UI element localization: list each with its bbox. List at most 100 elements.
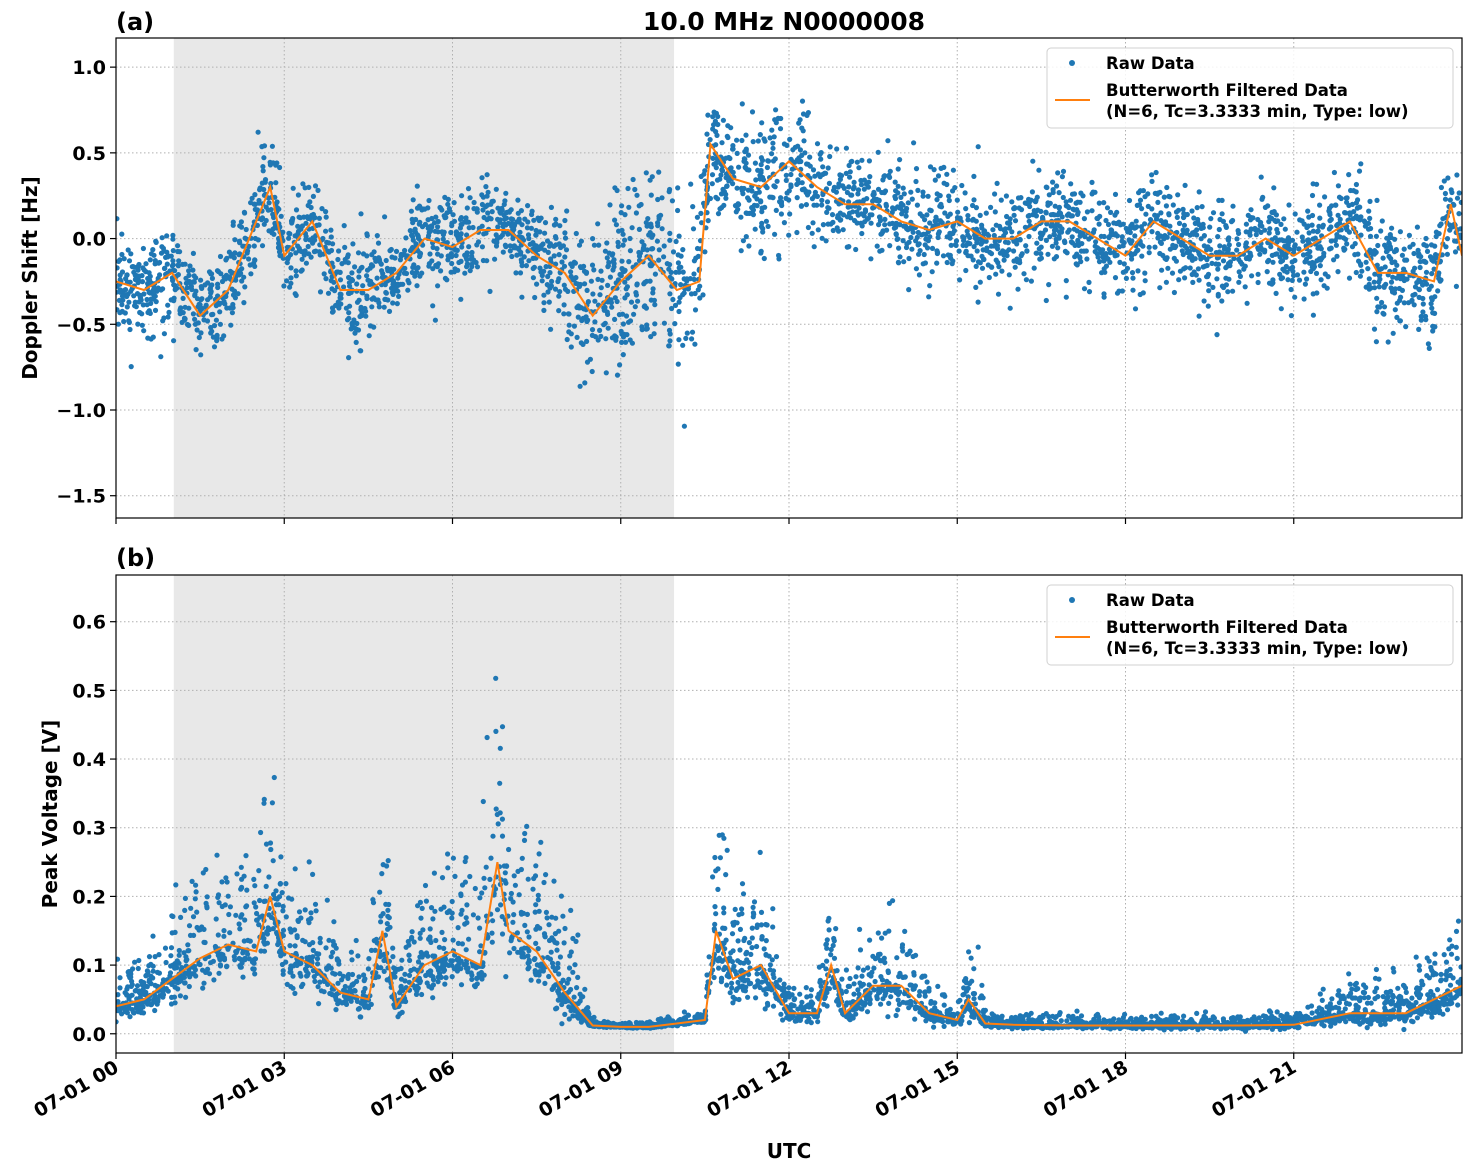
raw-point	[561, 302, 567, 308]
raw-point	[998, 197, 1004, 203]
raw-point	[333, 1007, 339, 1013]
raw-point	[1416, 287, 1422, 293]
raw-point	[1076, 242, 1082, 248]
raw-point	[572, 962, 578, 968]
x-tick-label: 07-01 21	[1208, 1056, 1300, 1122]
raw-point	[1258, 245, 1264, 251]
raw-point	[1135, 247, 1141, 253]
raw-point	[1355, 197, 1361, 203]
raw-point	[442, 194, 448, 200]
raw-point	[924, 212, 930, 218]
raw-point	[623, 339, 629, 345]
raw-point	[639, 239, 645, 245]
raw-point	[1301, 269, 1307, 275]
raw-point	[409, 929, 415, 935]
raw-point	[975, 144, 981, 150]
raw-point	[211, 323, 218, 329]
raw-point	[609, 304, 615, 310]
raw-point	[720, 117, 727, 123]
raw-point	[251, 201, 257, 207]
raw-point	[698, 210, 704, 216]
raw-point	[1288, 313, 1294, 319]
raw-point	[635, 298, 641, 304]
raw-point	[384, 921, 390, 927]
raw-point	[559, 259, 565, 265]
raw-point	[753, 177, 759, 183]
raw-point	[1453, 928, 1460, 935]
raw-point	[742, 156, 748, 162]
raw-point	[1018, 207, 1025, 213]
raw-point	[467, 268, 473, 274]
raw-point	[631, 311, 637, 317]
raw-point	[417, 930, 423, 937]
raw-point	[341, 284, 347, 290]
raw-point	[927, 234, 933, 240]
raw-point	[350, 241, 356, 247]
raw-point	[224, 305, 230, 311]
raw-point	[629, 340, 636, 346]
raw-point	[1337, 216, 1343, 222]
raw-point	[667, 291, 673, 297]
raw-point	[846, 184, 852, 190]
raw-point	[556, 308, 562, 314]
raw-point	[1223, 224, 1229, 230]
raw-point	[897, 157, 903, 163]
raw-point	[197, 302, 203, 308]
raw-point	[1018, 253, 1024, 259]
raw-point	[1096, 221, 1102, 227]
raw-point	[255, 237, 261, 243]
raw-point	[210, 334, 216, 340]
raw-point	[880, 228, 886, 234]
raw-point	[251, 243, 257, 249]
raw-point	[1068, 181, 1074, 187]
raw-point	[170, 262, 176, 268]
raw-point	[312, 183, 319, 189]
raw-point	[1055, 222, 1061, 228]
raw-point	[666, 343, 672, 349]
raw-point	[1284, 269, 1290, 275]
raw-point	[650, 286, 656, 292]
raw-point	[1187, 265, 1193, 271]
raw-point	[548, 256, 554, 262]
raw-point	[1392, 307, 1398, 313]
raw-point	[797, 147, 804, 153]
raw-point	[753, 995, 759, 1001]
raw-point	[1129, 270, 1136, 276]
raw-point	[463, 947, 469, 953]
raw-point	[585, 299, 592, 305]
raw-point	[1277, 254, 1283, 260]
raw-point	[1068, 213, 1074, 219]
raw-point	[1112, 191, 1119, 197]
raw-point	[1356, 168, 1363, 174]
raw-point	[251, 900, 257, 906]
raw-point	[197, 308, 203, 314]
raw-point	[667, 230, 673, 236]
raw-point	[1056, 190, 1062, 196]
raw-point	[274, 199, 280, 205]
raw-point	[1389, 259, 1395, 266]
raw-point	[783, 172, 789, 178]
raw-point	[605, 263, 612, 269]
raw-point	[349, 277, 356, 283]
raw-point	[209, 275, 215, 281]
raw-point	[762, 138, 768, 144]
raw-point	[1004, 249, 1010, 255]
raw-point	[669, 198, 676, 204]
raw-point	[1023, 243, 1029, 249]
raw-point	[752, 226, 758, 232]
raw-point	[745, 152, 752, 158]
raw-point	[1033, 250, 1039, 256]
raw-point	[230, 292, 237, 298]
raw-point	[1119, 238, 1125, 244]
raw-point	[1142, 278, 1148, 284]
raw-point	[681, 290, 687, 296]
raw-point	[198, 284, 204, 290]
raw-point	[1161, 194, 1167, 200]
raw-point	[1453, 944, 1459, 950]
raw-point	[1130, 287, 1136, 293]
raw-point	[1234, 236, 1240, 242]
raw-point	[1183, 265, 1189, 271]
raw-point	[675, 207, 681, 214]
raw-point	[979, 253, 985, 259]
raw-point	[1059, 226, 1065, 232]
